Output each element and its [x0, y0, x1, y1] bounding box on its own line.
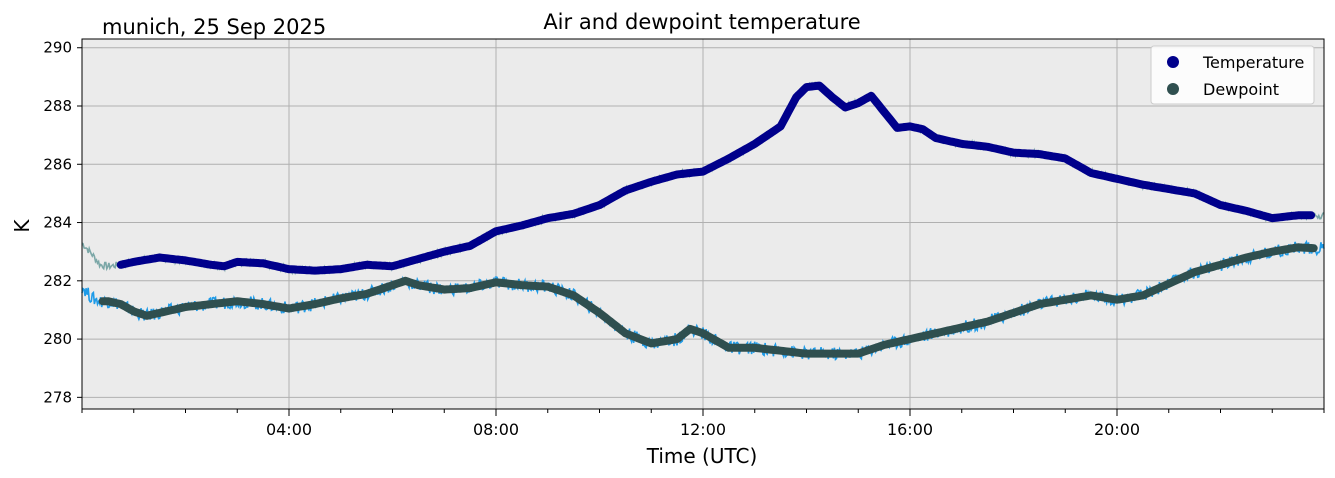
y-axis: 278 280 282 284 286 288 290: [43, 39, 82, 406]
x-tick-label: 08:00: [473, 420, 519, 439]
y-tick-label: 286: [43, 155, 72, 173]
chart-subtitle: munich, 25 Sep 2025: [102, 15, 326, 39]
x-axis: 04:00 08:00 12:00 16:00 20:00: [81, 409, 1325, 439]
legend-marker-temperature: [1167, 56, 1179, 68]
x-tick-label: 04:00: [266, 420, 312, 439]
y-tick-label: 290: [43, 39, 72, 57]
legend: Temperature Dewpoint: [1150, 45, 1315, 105]
chart-title: Air and dewpoint temperature: [543, 10, 860, 34]
y-tick-label: 278: [43, 388, 72, 406]
x-tick-label: 16:00: [887, 420, 933, 439]
y-tick-label: 284: [43, 214, 72, 232]
x-axis-label: Time (UTC): [646, 444, 758, 468]
line-temperature: [116, 81, 1316, 275]
line-dewpoint: [98, 243, 1318, 358]
legend-box: [1150, 45, 1315, 105]
legend-marker-dewpoint: [1167, 83, 1179, 95]
y-tick-label: 282: [43, 272, 72, 290]
y-tick-label: 288: [43, 97, 72, 115]
x-tick-label: 20:00: [1094, 420, 1140, 439]
legend-label-temperature: Temperature: [1202, 53, 1304, 72]
smoothed-traces: [98, 81, 1318, 358]
grid: [82, 39, 1324, 409]
y-tick-label: 280: [43, 330, 72, 348]
y-axis-label: K: [10, 219, 34, 233]
x-tick-label: 12:00: [680, 420, 726, 439]
legend-label-dewpoint: Dewpoint: [1203, 80, 1279, 99]
